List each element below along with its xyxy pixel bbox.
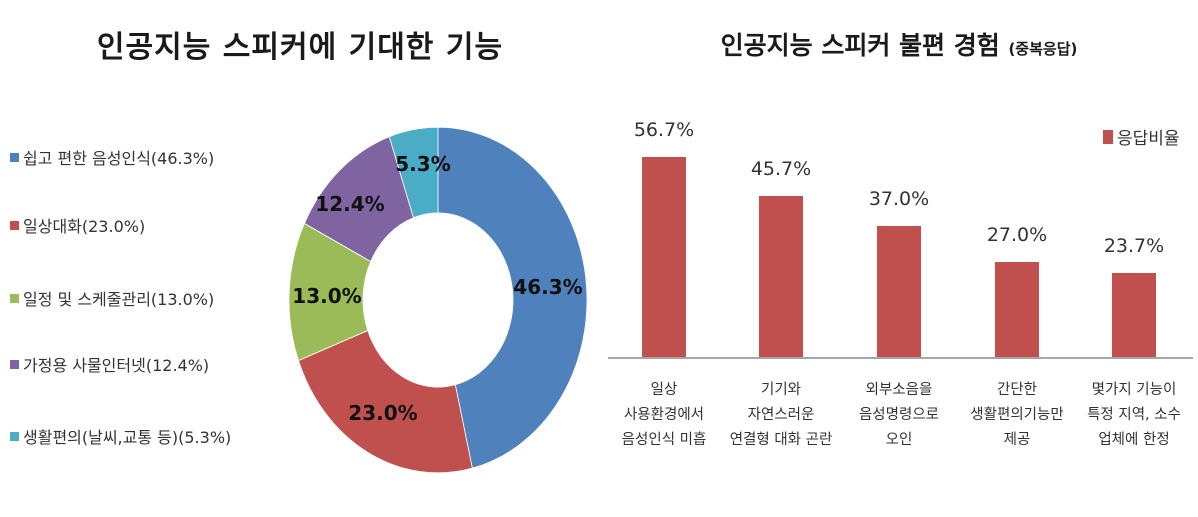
legend-swatch-green <box>10 293 19 303</box>
x-axis-label-line: 생활편의기능만 <box>970 407 1064 423</box>
x-axis-label-line: 오인 <box>885 432 913 448</box>
x-axis-label-line: 몇가지 기능이 <box>1091 382 1177 398</box>
bar <box>759 195 803 357</box>
right-chart-title: 인공지능 스피커 불편 경험 (중복응답) <box>600 26 1198 62</box>
bar-value-label: 23.7% <box>1103 235 1165 258</box>
right-chart-subtitle: (중복응답) <box>1008 40 1078 58</box>
legend-label: 생활편의(날씨,교통 등)(5.3%) <box>23 428 232 447</box>
bar-value-label: 37.0% <box>868 188 930 211</box>
legend-swatch-red <box>1103 129 1113 144</box>
donut-label-voice: 46.3% <box>513 275 583 299</box>
donut-label-convenience: 5.3% <box>395 152 451 176</box>
bar-legend: 응답비율 <box>1103 124 1180 149</box>
x-axis-label-line: 음성명령으로 <box>858 407 940 423</box>
legend-swatch-purple <box>10 359 19 369</box>
bar <box>877 226 921 357</box>
bar-legend-label: 응답비율 <box>1117 129 1180 149</box>
legend-item-life-convenience: 생활편의(날씨,교통 등)(5.3%) <box>10 424 231 448</box>
bar <box>995 261 1039 357</box>
bar-value-label: 56.7% <box>633 118 695 141</box>
legend-swatch-blue <box>10 152 19 162</box>
legend-label: 일상대화(23.0%) <box>23 217 146 236</box>
legend-item-daily-conversation: 일상대화(23.0%) <box>10 213 145 237</box>
bar <box>1112 273 1156 357</box>
legend-swatch-cyan <box>10 431 19 441</box>
legend-item-schedule: 일정 및 스케줄관리(13.0%) <box>10 286 214 310</box>
slice-conversation <box>297 329 473 474</box>
legend-item-voice-recognition: 쉽고 편한 음성인식(46.3%) <box>10 145 214 169</box>
x-axis-label-line: 업체에 한정 <box>1098 432 1170 448</box>
x-axis-line <box>608 357 1193 359</box>
legend-label: 쉽고 편한 음성인식(46.3%) <box>23 149 215 168</box>
x-axis-label-line: 제공 <box>1003 432 1031 448</box>
legend-swatch-red <box>10 220 19 230</box>
slice-convenience <box>388 126 439 219</box>
x-axis-label-line: 간단한 <box>996 382 1038 398</box>
x-axis-label-line: 기기와 <box>760 382 802 398</box>
x-axis-label-line: 음성인식 미흡 <box>621 432 707 448</box>
bar-value-label: 45.7% <box>750 157 812 180</box>
bar <box>642 156 686 357</box>
right-chart-title-main: 인공지능 스피커 불편 경험 <box>720 31 1000 60</box>
donut-label-schedule: 13.0% <box>292 284 362 308</box>
x-axis-label-line: 일상 <box>650 382 678 398</box>
legend-label: 일정 및 스케줄관리(13.0%) <box>23 290 215 309</box>
left-chart-title: 인공지능 스피커에 기대한 기능 <box>96 30 504 65</box>
x-axis-label-line: 외부소음을 <box>865 382 933 398</box>
x-axis-label-line: 사용환경에서 <box>623 407 705 423</box>
legend-item-home-iot: 가정용 사물인터넷(12.4%) <box>10 352 209 376</box>
x-axis-label-line: 자연스러운 <box>747 407 815 423</box>
x-axis-label-line: 특정 지역, 소수 <box>1087 407 1181 423</box>
donut-label-conversation: 23.0% <box>348 401 418 425</box>
donut-label-iot: 12.4% <box>315 192 385 216</box>
legend-label: 가정용 사물인터넷(12.4%) <box>23 356 210 375</box>
x-axis-label-line: 연결형 대화 곤란 <box>729 432 833 448</box>
bar-value-label: 27.0% <box>986 223 1048 246</box>
slice-voice <box>437 126 588 469</box>
